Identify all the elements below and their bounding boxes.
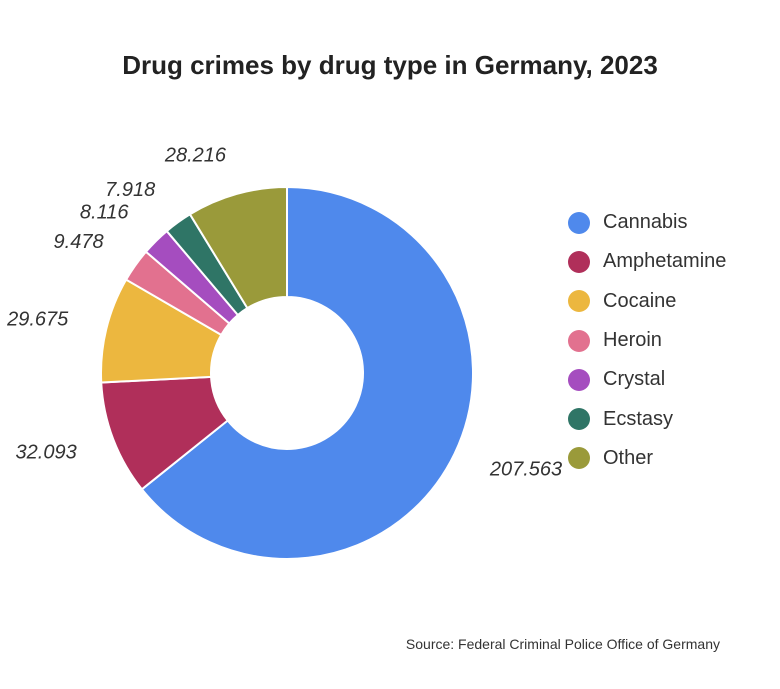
legend-swatch	[568, 329, 590, 352]
legend-label: Amphetamine	[603, 250, 727, 273]
legend-swatch	[568, 211, 590, 234]
data-label-amphetamine: 32.093	[16, 441, 77, 463]
legend-label: Cannabis	[603, 211, 688, 234]
legend-item-crystal: Crystal	[568, 360, 726, 399]
legend-swatch	[568, 408, 590, 431]
legend-label: Crystal	[603, 368, 666, 391]
legend-label: Ecstasy	[603, 407, 674, 430]
legend-swatch	[568, 290, 590, 313]
data-label-other: 28.216	[164, 145, 227, 167]
legend-item-other: Other	[568, 439, 726, 478]
legend-label: Cocaine	[603, 289, 677, 312]
legend-swatch	[568, 447, 590, 470]
slice-other	[188, 185, 288, 310]
legend-item-cocaine: Cocaine	[568, 282, 726, 321]
legend-item-cannabis: Cannabis	[568, 203, 726, 242]
chart-title: Drug crimes by drug type in Germany, 202…	[122, 50, 658, 80]
legend-item-amphetamine: Amphetamine	[568, 242, 726, 281]
legend: Cannabis Amphetamine Cocaine Heroin Crystal E…	[568, 203, 726, 478]
source-note: Source: Federal Criminal Police Office o…	[405, 636, 720, 652]
data-label-heroin: 9.478	[54, 231, 104, 253]
data-label-ecstasy: 7.918	[105, 179, 155, 201]
legend-swatch	[568, 368, 590, 391]
data-label-cannabis: 207.563	[489, 459, 562, 481]
data-label-crystal: 8.116	[80, 202, 129, 224]
legend-item-heroin: Heroin	[568, 321, 726, 360]
legend-label: Heroin	[603, 329, 662, 352]
slice-cannabis	[140, 185, 474, 560]
legend-item-ecstasy: Ecstasy	[568, 399, 726, 438]
legend-label: Other	[603, 446, 654, 469]
legend-swatch	[568, 250, 590, 273]
data-label-cocaine: 29.675	[6, 308, 69, 330]
